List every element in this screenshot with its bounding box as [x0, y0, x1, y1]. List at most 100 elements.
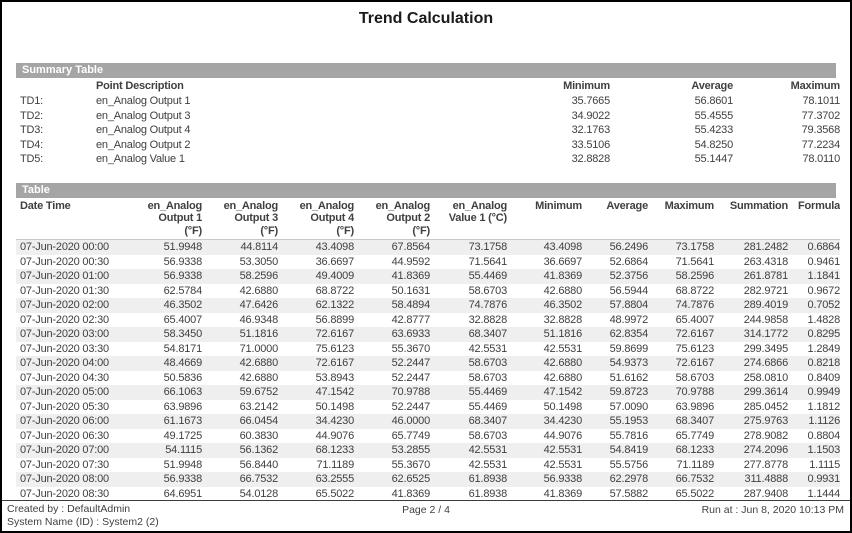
cell-output-4: 49.4009 — [315, 270, 354, 282]
col-header-minimum: Minimum — [507, 197, 582, 240]
cell-average: 57.0090 — [609, 400, 648, 413]
cell-minimum: 42.6880 — [543, 371, 582, 384]
summary-cell-maximum: 79.3568 — [801, 124, 840, 136]
cell-formula: 1.1126 — [808, 415, 840, 427]
cell-minimum: 41.8369 — [543, 487, 582, 500]
page-number-text: Page 2 / 4 — [402, 504, 450, 516]
summary-cell-minimum: 33.5106 — [571, 138, 610, 151]
cell-maximum: 65.5022 — [675, 487, 714, 500]
summary-table: Point Description Minimum Average Maximu… — [16, 78, 840, 167]
cell-date-time: 07-Jun-2020 02:00 — [20, 299, 109, 311]
cell-output-2: 53.2855 — [391, 444, 430, 456]
cell-average: 54.9373 — [609, 357, 648, 369]
cell-output-4: 71.1189 — [316, 458, 354, 471]
cell-output-2: 44.9592 — [391, 255, 430, 268]
cell-average: 56.2496 — [609, 241, 648, 253]
cell-output-2: 55.3670 — [391, 458, 430, 471]
cell-output-2: 52.2447 — [391, 400, 430, 413]
table-row: 07-Jun-2020 01:00 56.9338 58.2596 49.400… — [16, 269, 840, 284]
col-header-summation: Summation — [714, 197, 788, 240]
cell-minimum: 34.4230 — [543, 415, 582, 427]
cell-value-1: 42.5531 — [468, 458, 507, 471]
cell-output-4: 34.4230 — [315, 415, 354, 427]
cell-value-1: 42.5531 — [468, 342, 507, 355]
table-row: 07-Jun-2020 01:30 62.5784 42.6880 68.872… — [16, 284, 840, 299]
cell-output-2: 50.1631 — [391, 284, 430, 297]
table-row: 07-Jun-2020 07:30 51.9948 56.8440 71.118… — [16, 458, 840, 473]
cell-minimum: 44.9076 — [543, 429, 582, 442]
cell-output-3: 59.6752 — [239, 386, 278, 398]
cell-date-time: 07-Jun-2020 08:00 — [20, 473, 109, 485]
col-header-analog-output-4: en_Analog Output 4 (°F) — [278, 197, 354, 240]
cell-output-1: 50.5836 — [163, 371, 202, 384]
cell-formula: 0.9672 — [807, 284, 840, 297]
cell-summation: 277.8778 — [743, 458, 788, 471]
cell-output-1: 46.3502 — [163, 299, 202, 311]
cell-date-time: 07-Jun-2020 03:30 — [20, 342, 109, 355]
cell-output-3: 42.6880 — [239, 371, 278, 384]
table-row: 07-Jun-2020 00:30 56.9338 53.3050 36.669… — [16, 255, 840, 270]
cell-formula: 0.9461 — [807, 255, 840, 268]
summary-row: TD5: en_Analog Value 1 32.8828 55.1447 7… — [16, 152, 840, 167]
cell-output-3: 44.8114 — [240, 241, 278, 253]
cell-value-1: 55.4469 — [468, 400, 507, 413]
cell-output-2: 41.8369 — [391, 270, 430, 282]
cell-output-4: 36.6697 — [315, 255, 354, 268]
cell-date-time: 07-Jun-2020 04:30 — [20, 371, 109, 384]
cell-formula: 1.1812 — [807, 400, 840, 413]
cell-minimum: 50.1498 — [543, 400, 582, 413]
cell-output-4: 62.1322 — [315, 299, 354, 311]
cell-date-time: 07-Jun-2020 02:30 — [20, 313, 109, 326]
cell-maximum: 65.4007 — [675, 313, 714, 326]
created-by-text: Created by : DefaultAdmin — [7, 503, 131, 515]
run-at-text: Run at : Jun 8, 2020 10:13 PM — [701, 504, 844, 516]
cell-average: 57.8804 — [609, 299, 648, 311]
cell-formula: 0.8804 — [807, 429, 840, 442]
cell-output-2: 67.8564 — [391, 241, 430, 253]
table-row: 07-Jun-2020 00:00 51.9948 44.8114 43.409… — [16, 239, 840, 255]
cell-output-3: 51.1816 — [239, 328, 278, 340]
cell-average: 55.1953 — [609, 415, 648, 427]
cell-value-1: 71.5641 — [468, 255, 507, 268]
cell-formula: 1.1444 — [807, 487, 840, 500]
table-row: 07-Jun-2020 08:00 56.9338 66.7532 63.255… — [16, 472, 840, 487]
summary-row: TD3: en_Analog Output 4 32.1763 55.4233 … — [16, 123, 840, 138]
cell-output-4: 65.5022 — [315, 487, 354, 500]
table-row: 07-Jun-2020 02:00 46.3502 47.6426 62.132… — [16, 298, 840, 313]
cell-output-3: 46.9348 — [239, 313, 278, 326]
cell-maximum: 58.2596 — [675, 270, 714, 282]
cell-average: 59.8723 — [609, 386, 648, 398]
cell-output-3: 58.2596 — [239, 270, 278, 282]
cell-output-3: 60.3830 — [239, 429, 278, 442]
summary-cell-id: TD1: — [20, 95, 44, 107]
cell-output-4: 75.6123 — [315, 342, 354, 355]
cell-maximum: 68.8722 — [675, 284, 714, 297]
cell-output-3: 71.0000 — [239, 342, 278, 355]
summary-header-row: Point Description Minimum Average Maximu… — [16, 78, 840, 94]
summary-cell-id: TD5: — [20, 153, 44, 165]
cell-date-time: 07-Jun-2020 07:30 — [20, 458, 109, 471]
table-row: 07-Jun-2020 04:30 50.5836 42.6880 53.894… — [16, 371, 840, 386]
summary-header-point-description: Point Description — [96, 80, 184, 92]
table-row: 07-Jun-2020 02:30 65.4007 46.9348 56.889… — [16, 313, 840, 328]
summary-cell-maximum: 77.3702 — [801, 109, 840, 122]
cell-average: 48.9972 — [609, 313, 648, 326]
cell-value-1: 74.7876 — [468, 299, 507, 311]
cell-output-4: 44.9076 — [315, 429, 354, 442]
cell-value-1: 55.4469 — [468, 270, 507, 282]
cell-output-1: 54.1115 — [165, 444, 202, 456]
cell-minimum: 56.9338 — [543, 473, 582, 485]
cell-maximum: 70.9788 — [675, 386, 714, 398]
summary-cell-average: 54.8250 — [694, 138, 733, 151]
cell-date-time: 07-Jun-2020 06:00 — [20, 415, 109, 427]
trend-table: Date Time en_Analog Output 1 (°F) en_Ana… — [16, 197, 840, 502]
cell-minimum: 41.8369 — [543, 270, 582, 282]
cell-output-1: 58.3450 — [163, 328, 202, 340]
cell-summation: 299.3614 — [743, 386, 788, 398]
cell-output-1: 62.5784 — [163, 284, 202, 297]
table-row: 07-Jun-2020 08:30 64.6951 54.0128 65.502… — [16, 487, 840, 502]
cell-date-time: 07-Jun-2020 08:30 — [20, 487, 109, 500]
cell-value-1: 32.8828 — [468, 313, 507, 326]
summary-cell-minimum: 32.1763 — [571, 124, 610, 136]
col-header-analog-output-1: en_Analog Output 1 (°F) — [126, 197, 202, 240]
